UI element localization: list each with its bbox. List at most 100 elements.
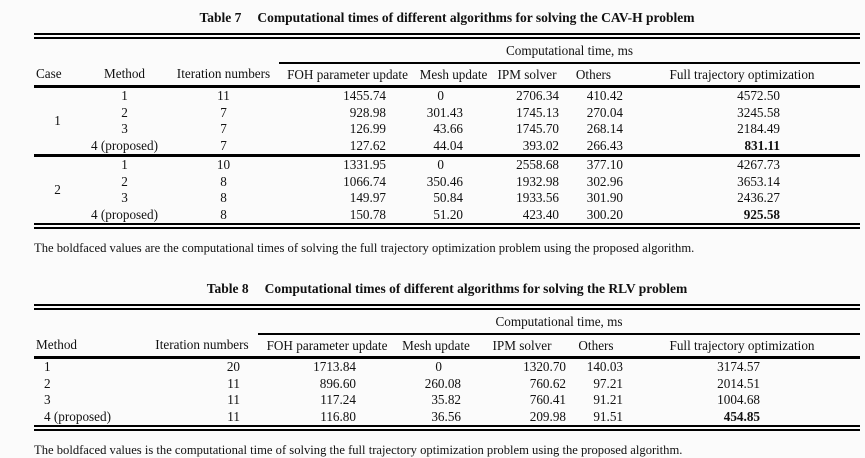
table-cell: 7 [220, 121, 227, 136]
table-cell: 2 [121, 173, 128, 189]
table-cell: 3 [44, 392, 51, 407]
header-foh-parameter-update: FOH parameter update [258, 334, 396, 359]
table7-caption: Table 7 Computational times of different … [34, 9, 860, 26]
table-cell: 117.24 [320, 392, 356, 407]
table7-body: 1 1 11 1455.74 0 2706.34 410.42 4572.50 2 7 928.98… [34, 87, 860, 227]
table-row: 3 7 126.99 43.66 1745.70 268.14 2184.49 [34, 121, 860, 138]
header-mesh-update: Mesh update [416, 63, 491, 88]
table-cell: 2 [121, 104, 128, 120]
table-cell: 760.41 [529, 392, 566, 407]
table-cell: 4 (proposed) [90, 137, 159, 153]
table-cell: 8 [220, 206, 227, 222]
table8-caption: Table 8 Computational times of different … [34, 280, 860, 297]
table-cell: 300.20 [586, 206, 623, 222]
table-row: 2 8 1066.74 350.46 1932.98 302.96 3653.14 [34, 174, 860, 191]
table-cell: 1004.68 [717, 392, 760, 407]
case-label: 1 [54, 112, 61, 128]
table-cell: 925.58 [743, 206, 780, 222]
table7-caption-label: Table 7 [199, 10, 242, 25]
table-cell: 3245.58 [737, 104, 780, 120]
table-cell: 1745.13 [516, 104, 559, 120]
header-method: Method [34, 334, 146, 359]
table-cell: 8 [220, 190, 227, 205]
span-header-row: Computational time, ms [34, 307, 860, 335]
table-row: 3 8 149.97 50.84 1933.56 301.90 2436.27 [34, 190, 860, 207]
header-ipm-solver: IPM solver [476, 334, 568, 359]
table8-caption-label: Table 8 [206, 281, 249, 296]
table-cell: 91.51 [593, 408, 623, 424]
table-cell: 11 [227, 375, 240, 391]
table-cell: 3 [121, 121, 128, 136]
case-label: 2 [34, 154, 81, 226]
table-cell: 51.20 [433, 206, 463, 222]
table-row: 3 11 117.24 35.82 760.41 91.21 1004.68 [34, 392, 860, 409]
header-case: Case [34, 63, 81, 88]
header-full-trajectory-optimization: Full trajectory optimization [624, 334, 860, 359]
table-cell: 928.98 [349, 104, 386, 120]
table-cell: 7 [220, 104, 227, 120]
table-row: 4 (proposed) 8 150.78 51.20 423.40 300.20 925.… [34, 207, 860, 227]
table-cell: 11 [227, 408, 240, 424]
table7-head: Computational time, ms Case Method Itera… [34, 36, 860, 88]
table-cell: 4 (proposed) [44, 408, 112, 424]
table-cell: 2184.49 [737, 121, 780, 136]
header-iteration-numbers: Iteration numbers [146, 334, 258, 359]
table-cell: 150.78 [349, 206, 386, 222]
table-row: 1 1 11 1455.74 0 2706.34 410.42 4572.50 [34, 87, 860, 128]
table-cell: 350.46 [426, 173, 463, 189]
table-cell: 0 [435, 359, 442, 374]
table-cell: 116.80 [320, 408, 356, 424]
table-cell: 1 [44, 359, 51, 374]
table-row: 2 11 896.60 260.08 760.62 97.21 2014.51 [34, 376, 860, 393]
table-row: 4 (proposed) 11 116.80 36.56 209.98 91.51 454.… [34, 409, 860, 429]
span-header-label: Computational time, ms [279, 36, 860, 64]
table-cell: 11 [217, 88, 230, 103]
table7-footnote: The boldfaced values are the computation… [34, 241, 695, 255]
table-cell: 2014.51 [717, 375, 760, 391]
table-cell: 1331.95 [279, 154, 416, 174]
table-cell: 140.03 [586, 359, 623, 374]
table-cell: 11 [227, 392, 240, 407]
header-iteration-numbers: Iteration numbers [168, 63, 279, 88]
table-cell: 260.08 [424, 375, 461, 391]
table-cell: 3653.14 [737, 173, 780, 189]
table7: Computational time, ms Case Method Itera… [34, 33, 860, 229]
header-method: Method [81, 63, 168, 88]
table-cell: 1933.56 [516, 190, 559, 205]
header-others: Others [563, 63, 624, 88]
table-cell: 97.21 [593, 375, 623, 391]
table-cell: 760.62 [529, 375, 566, 391]
table-cell: 270.04 [586, 104, 623, 120]
table-cell: 2706.34 [516, 88, 559, 103]
table-cell: 149.97 [349, 190, 386, 205]
table-cell: 393.02 [522, 137, 559, 153]
table-row: 1 20 1713.84 0 1320.70 140.03 3174.57 [34, 358, 860, 376]
table-cell: 377.10 [563, 154, 624, 174]
table-cell: 2436.27 [737, 190, 780, 205]
table-row: 4 (proposed) 7 127.62 44.04 393.02 266.43 831.… [34, 138, 860, 156]
column-header-row: Case Method Iteration numbers FOH parame… [34, 63, 860, 88]
table-row: 2 7 928.98 301.43 1745.13 270.04 3245.58 [34, 105, 860, 122]
table8-section: Table 8 Computational times of different … [34, 280, 860, 458]
table-cell: 7 [220, 137, 227, 153]
table-cell: 4572.50 [737, 88, 780, 103]
table-cell: 3174.57 [717, 359, 760, 374]
table-cell: 2558.68 [491, 154, 563, 174]
table7-caption-text: Computational times of different algorit… [257, 10, 695, 25]
table-cell: 423.40 [522, 206, 559, 222]
table-cell: 3 [121, 190, 128, 205]
span-header-label: Computational time, ms [258, 307, 860, 335]
table-cell: 4267.73 [624, 154, 860, 174]
table-cell: 1455.74 [343, 88, 386, 103]
table-cell: 1713.84 [313, 359, 356, 374]
table-cell: 4 (proposed) [90, 206, 159, 222]
table-cell: 302.96 [586, 173, 623, 189]
table-cell: 8 [220, 173, 227, 189]
table8: Computational time, ms Method Iteration … [34, 304, 860, 431]
table-cell: 1 [121, 88, 128, 103]
table-cell: 35.82 [431, 392, 461, 407]
header-mesh-update: Mesh update [396, 334, 476, 359]
table8-head: Computational time, ms Method Iteration … [34, 307, 860, 359]
table-cell: 91.21 [593, 392, 623, 407]
table-cell: 126.99 [349, 121, 386, 136]
